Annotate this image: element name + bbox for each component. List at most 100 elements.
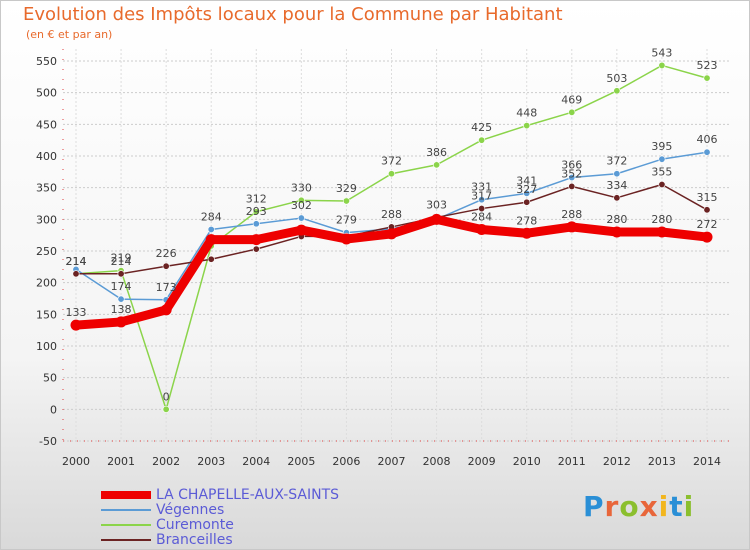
data-label: 293: [246, 205, 267, 218]
data-label: 355: [651, 166, 672, 179]
x-tick-label: 2005: [287, 455, 315, 468]
y-tick-label: 50: [43, 372, 57, 385]
data-label: 174: [111, 280, 132, 293]
y-tick-label: -50: [39, 435, 57, 448]
data-label: 406: [697, 133, 718, 146]
data-label: 280: [606, 213, 627, 226]
data-label: 330: [291, 181, 312, 194]
logo-letter: t: [669, 490, 684, 523]
logo-letter: P: [583, 490, 605, 523]
data-label: 133: [66, 306, 87, 319]
data-point: [387, 170, 395, 178]
x-tick-label: 2012: [603, 455, 631, 468]
data-label: 284: [201, 210, 222, 223]
data-point: [297, 214, 305, 222]
logo-letter: o: [619, 490, 640, 523]
chart-subtitle: (en € et par an): [26, 28, 113, 41]
data-label: 331: [471, 181, 492, 194]
data-point: [162, 405, 170, 413]
data-point: [386, 228, 397, 240]
logo-letter: i: [683, 490, 695, 523]
data-point: [703, 148, 711, 156]
x-tick-label: 2011: [558, 455, 586, 468]
data-point: [658, 155, 666, 163]
data-point: [703, 206, 711, 214]
x-tick-label: 2010: [513, 455, 541, 468]
x-tick-label: 2013: [648, 455, 676, 468]
data-point: [431, 213, 443, 225]
logo-letter: x: [639, 490, 659, 523]
data-label: 278: [516, 214, 537, 227]
data-point: [205, 234, 217, 246]
y-tick-label: 200: [36, 277, 57, 290]
data-point: [340, 233, 352, 245]
x-tick-label: 2006: [332, 455, 360, 468]
legend-label: Curemonte: [156, 517, 234, 533]
y-tick-label: 550: [36, 55, 57, 68]
data-point: [72, 270, 80, 278]
x-tick-label: 2002: [152, 455, 180, 468]
y-tick-label: 400: [36, 150, 57, 163]
data-label: 272: [697, 218, 718, 231]
x-tick-label: 2007: [378, 455, 406, 468]
x-tick-label: 2003: [197, 455, 225, 468]
data-point: [521, 227, 533, 239]
chart-title: Evolution des Impôts locaux pour la Comm…: [23, 4, 563, 25]
x-tick-label: 2014: [693, 455, 721, 468]
data-point: [523, 189, 531, 197]
data-label: 334: [606, 179, 627, 192]
data-label: 214: [66, 255, 87, 268]
data-label: 366: [561, 159, 582, 172]
data-point: [295, 224, 307, 236]
data-point: [568, 174, 576, 182]
legend-swatch: [101, 524, 151, 526]
logo-letter: r: [604, 490, 620, 523]
data-label: 425: [471, 121, 492, 134]
data-point: [115, 316, 127, 328]
y-tick-label: 300: [36, 213, 57, 226]
data-point: [476, 223, 488, 235]
data-label: 448: [516, 107, 537, 120]
data-point: [613, 87, 621, 95]
legend-label: LA CHAPELLE-AUX-SAINTS: [156, 487, 340, 503]
data-point: [297, 196, 305, 204]
data-label: 372: [381, 155, 402, 168]
data-label: 173: [156, 281, 177, 294]
data-point: [523, 198, 531, 206]
data-point: [207, 225, 215, 233]
y-tick-label: 0: [50, 403, 57, 416]
data-label: 315: [697, 191, 718, 204]
y-tick-label: 500: [36, 87, 57, 100]
data-point: [252, 245, 260, 253]
data-label: 302: [291, 199, 312, 212]
y-tick-label: 100: [36, 340, 57, 353]
data-point: [701, 231, 713, 243]
legend-swatch: [101, 509, 151, 511]
data-label: 288: [561, 208, 582, 221]
data-point: [207, 255, 215, 263]
data-label: 372: [606, 155, 627, 168]
data-point: [478, 205, 486, 213]
data-point: [568, 108, 576, 116]
data-point: [613, 170, 621, 178]
data-label: 279: [336, 214, 357, 227]
logo-letter: i: [658, 490, 670, 523]
data-point: [250, 234, 262, 246]
data-point: [160, 304, 172, 316]
data-point: [70, 319, 82, 331]
data-label: 0: [163, 390, 170, 403]
data-point: [656, 226, 668, 238]
y-tick-label: 150: [36, 308, 57, 321]
data-label: 395: [651, 140, 672, 153]
data-label: 341: [516, 174, 537, 187]
legend-label: Végennes: [156, 502, 225, 518]
data-point: [611, 226, 623, 238]
data-point: [433, 161, 441, 169]
data-label: 469: [561, 93, 582, 106]
data-point: [703, 74, 711, 82]
data-point: [658, 181, 666, 189]
data-label: 226: [156, 247, 177, 260]
data-point: [568, 182, 576, 190]
data-point: [613, 194, 621, 202]
